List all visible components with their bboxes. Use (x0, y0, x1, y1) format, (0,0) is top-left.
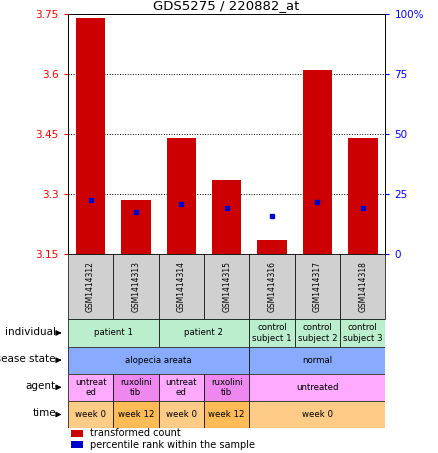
Text: control
subject 3: control subject 3 (343, 323, 382, 342)
Bar (249, 401, 385, 428)
Bar (159, 374, 204, 401)
Text: alopecia areata: alopecia areata (125, 356, 192, 365)
Text: disease state: disease state (0, 354, 56, 364)
Bar (113, 254, 159, 319)
Text: week 0: week 0 (302, 410, 333, 419)
Text: control
subject 1: control subject 1 (252, 323, 292, 342)
Title: GDS5275 / 220882_at: GDS5275 / 220882_at (153, 0, 300, 12)
Bar (113, 374, 159, 401)
Text: untreat
ed: untreat ed (75, 378, 106, 397)
Bar (249, 374, 385, 401)
Bar (68, 374, 113, 401)
Bar (68, 254, 113, 319)
Text: time: time (32, 408, 56, 418)
Text: week 0: week 0 (166, 410, 197, 419)
Bar (249, 254, 295, 319)
Text: GSM1414316: GSM1414316 (268, 261, 276, 312)
Bar (249, 347, 385, 374)
Text: agent: agent (26, 381, 56, 391)
Text: untreated: untreated (296, 383, 339, 392)
Bar (257, 240, 287, 254)
Bar (68, 347, 249, 374)
Text: week 12: week 12 (208, 410, 245, 419)
Bar (212, 180, 241, 254)
Bar (121, 200, 151, 254)
Bar (340, 319, 385, 347)
Bar (340, 254, 385, 319)
Bar (303, 70, 332, 254)
Bar (159, 401, 204, 428)
Bar (295, 254, 340, 319)
Text: ruxolini
tib: ruxolini tib (120, 378, 152, 397)
Bar (204, 401, 249, 428)
Bar (113, 401, 159, 428)
Bar (159, 319, 249, 347)
Text: GSM1414315: GSM1414315 (222, 261, 231, 312)
Text: GSM1414312: GSM1414312 (86, 261, 95, 312)
Bar (295, 319, 340, 347)
Bar (68, 401, 113, 428)
Bar (159, 254, 204, 319)
Bar (166, 138, 196, 254)
Bar (71, 430, 83, 437)
Bar (204, 374, 249, 401)
Text: patient 2: patient 2 (184, 328, 223, 337)
Bar (68, 319, 159, 347)
Bar (249, 319, 295, 347)
Text: percentile rank within the sample: percentile rank within the sample (90, 439, 254, 449)
Text: GSM1414314: GSM1414314 (177, 261, 186, 312)
Bar (76, 18, 105, 254)
Text: GSM1414317: GSM1414317 (313, 261, 322, 312)
Text: individual: individual (5, 327, 56, 337)
Text: GSM1414313: GSM1414313 (131, 261, 141, 312)
Text: untreat
ed: untreat ed (166, 378, 197, 397)
Text: week 12: week 12 (118, 410, 154, 419)
Text: ruxolini
tib: ruxolini tib (211, 378, 243, 397)
Bar (204, 254, 249, 319)
Bar (348, 138, 378, 254)
Text: GSM1414318: GSM1414318 (358, 261, 367, 312)
Text: normal: normal (302, 356, 332, 365)
Text: patient 1: patient 1 (94, 328, 133, 337)
Text: week 0: week 0 (75, 410, 106, 419)
Text: transformed count: transformed count (90, 429, 180, 439)
Text: control
subject 2: control subject 2 (297, 323, 337, 342)
Bar (71, 441, 83, 448)
